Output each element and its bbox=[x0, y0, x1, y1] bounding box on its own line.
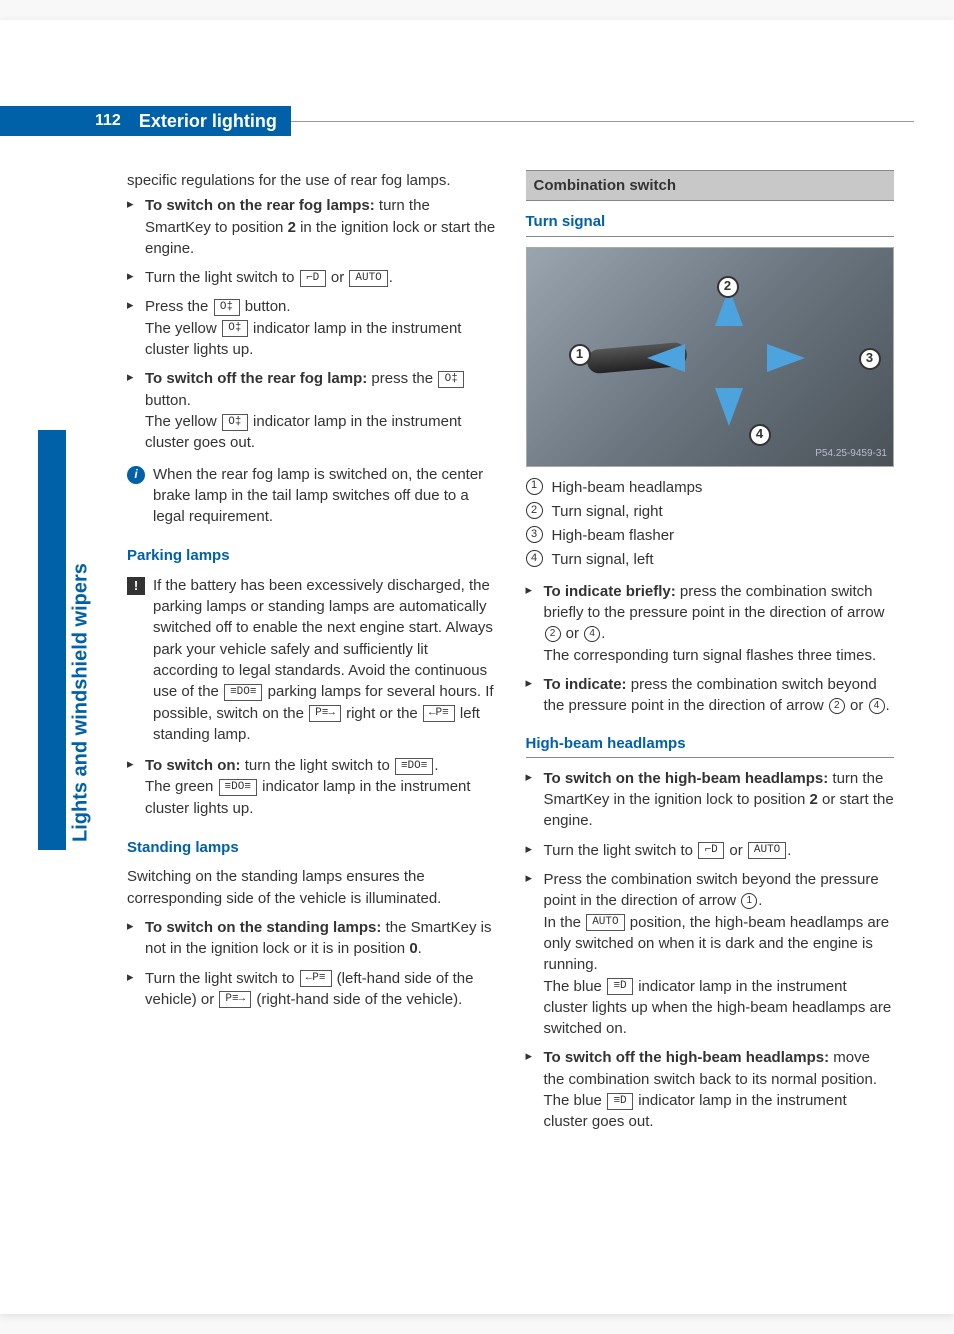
step: To switch off the rear fog lamp: press t… bbox=[127, 368, 496, 453]
left-column: specific regulations for the use of rear… bbox=[127, 170, 496, 1274]
arrow-right-icon bbox=[767, 344, 805, 372]
legend-number: 2 bbox=[526, 502, 543, 519]
legend-label: High-beam flasher bbox=[552, 527, 675, 544]
legend-item: 2 Turn signal, right bbox=[526, 501, 895, 522]
parking-lamp-icon: ≡DO≡ bbox=[395, 758, 433, 775]
high-beam-steps: To switch on the high-beam headlamps: tu… bbox=[526, 768, 895, 1133]
legend-number: 1 bbox=[526, 478, 543, 495]
step: To switch off the high-beam headlamps: m… bbox=[526, 1047, 895, 1132]
step: To switch on the high-beam headlamps: tu… bbox=[526, 768, 895, 832]
warning-icon: ! bbox=[127, 577, 145, 595]
step: To switch on: turn the light switch to ≡… bbox=[127, 755, 496, 819]
header-title: Exterior lighting bbox=[131, 106, 291, 136]
figure-callout: 1 bbox=[569, 344, 591, 366]
figure-callout: 3 bbox=[859, 348, 881, 370]
header-rule bbox=[291, 121, 914, 122]
standing-lamps-heading: Standing lamps bbox=[127, 837, 496, 858]
intro-text: specific regulations for the use of rear… bbox=[127, 170, 496, 191]
auto-icon: AUTO bbox=[586, 914, 624, 931]
arrow-left-icon bbox=[647, 344, 685, 372]
turn-signal-heading: Turn signal bbox=[526, 211, 895, 236]
callout-ref: 4 bbox=[584, 626, 600, 642]
standing-right-icon: P≡→ bbox=[309, 705, 341, 722]
page-number: 112 bbox=[0, 106, 131, 136]
page-header: 112 Exterior lighting bbox=[0, 106, 954, 136]
callout-ref: 1 bbox=[741, 893, 757, 909]
rear-fog-icon: O‡ bbox=[222, 320, 248, 337]
side-section-label: Lights and windshield wipers bbox=[66, 430, 96, 850]
parking-lamp-icon: ≡DO≡ bbox=[219, 779, 257, 796]
figure-callout: 4 bbox=[749, 424, 771, 446]
callout-ref: 4 bbox=[869, 698, 885, 714]
info-note: i When the rear fog lamp is switched on,… bbox=[127, 464, 496, 528]
parking-lamp-icon: ≡DO≡ bbox=[224, 684, 262, 701]
legend-label: Turn signal, left bbox=[552, 551, 654, 568]
turn-signal-steps: To indicate briefly: press the combinati… bbox=[526, 581, 895, 717]
auto-icon: AUTO bbox=[349, 270, 387, 287]
low-beam-icon: ⌐D bbox=[698, 842, 724, 859]
warning-note: ! If the battery has been excessively di… bbox=[127, 575, 496, 745]
parking-lamps-heading: Parking lamps bbox=[127, 545, 496, 566]
step: Turn the light switch to ⌐D or AUTO. bbox=[127, 267, 496, 288]
step: Turn the light switch to ⌐D or AUTO. bbox=[526, 840, 895, 861]
step: Press the combination switch beyond the … bbox=[526, 869, 895, 1039]
legend-number: 3 bbox=[526, 526, 543, 543]
side-tab bbox=[38, 430, 66, 850]
legend-item: 4 Turn signal, left bbox=[526, 549, 895, 570]
parking-steps: To switch on: turn the light switch to ≡… bbox=[127, 755, 496, 819]
right-column: Combination switch Turn signal 1 2 3 4 P54.… bbox=[526, 170, 895, 1274]
low-beam-icon: ⌐D bbox=[300, 270, 326, 287]
step: To switch on the rear fog lamps: turn th… bbox=[127, 195, 496, 259]
info-icon: i bbox=[127, 466, 145, 484]
callout-ref: 2 bbox=[545, 626, 561, 642]
combination-switch-figure: 1 2 3 4 P54.25-9459-31 bbox=[526, 247, 895, 467]
standing-right-icon: P≡→ bbox=[219, 991, 251, 1008]
high-beam-icon: ≡D bbox=[607, 1093, 633, 1110]
rear-fog-icon: O‡ bbox=[438, 371, 464, 388]
step: Press the O‡ button. The yellow O‡ indic… bbox=[127, 296, 496, 360]
step: To switch on the standing lamps: the Sma… bbox=[127, 917, 496, 960]
figure-label: P54.25-9459-31 bbox=[815, 447, 887, 461]
standing-intro: Switching on the standing lamps ensures … bbox=[127, 866, 496, 909]
figure-legend: 1 High-beam headlamps 2 Turn signal, right 3… bbox=[526, 477, 895, 571]
high-beam-heading: High-beam headlamps bbox=[526, 733, 895, 758]
legend-item: 1 High-beam headlamps bbox=[526, 477, 895, 498]
step: Turn the light switch to ←P≡ (left-hand … bbox=[127, 968, 496, 1011]
standing-steps: To switch on the standing lamps: the Sma… bbox=[127, 917, 496, 1010]
legend-number: 4 bbox=[526, 550, 543, 567]
legend-label: Turn signal, right bbox=[552, 503, 663, 520]
rear-fog-steps: To switch on the rear fog lamps: turn th… bbox=[127, 195, 496, 453]
step: To indicate briefly: press the combinati… bbox=[526, 581, 895, 666]
rear-fog-icon: O‡ bbox=[222, 414, 248, 431]
standing-left-icon: ←P≡ bbox=[300, 970, 332, 987]
legend-label: High-beam headlamps bbox=[552, 479, 703, 496]
auto-icon: AUTO bbox=[748, 842, 786, 859]
rear-fog-icon: O‡ bbox=[214, 299, 240, 316]
high-beam-icon: ≡D bbox=[607, 978, 633, 995]
legend-item: 3 High-beam flasher bbox=[526, 525, 895, 546]
arrow-down-icon bbox=[715, 388, 743, 426]
callout-ref: 2 bbox=[829, 698, 845, 714]
step: To indicate: press the combination switc… bbox=[526, 674, 895, 717]
combination-switch-heading: Combination switch bbox=[526, 170, 895, 201]
standing-left-icon: ←P≡ bbox=[423, 705, 455, 722]
figure-callout: 2 bbox=[717, 276, 739, 298]
